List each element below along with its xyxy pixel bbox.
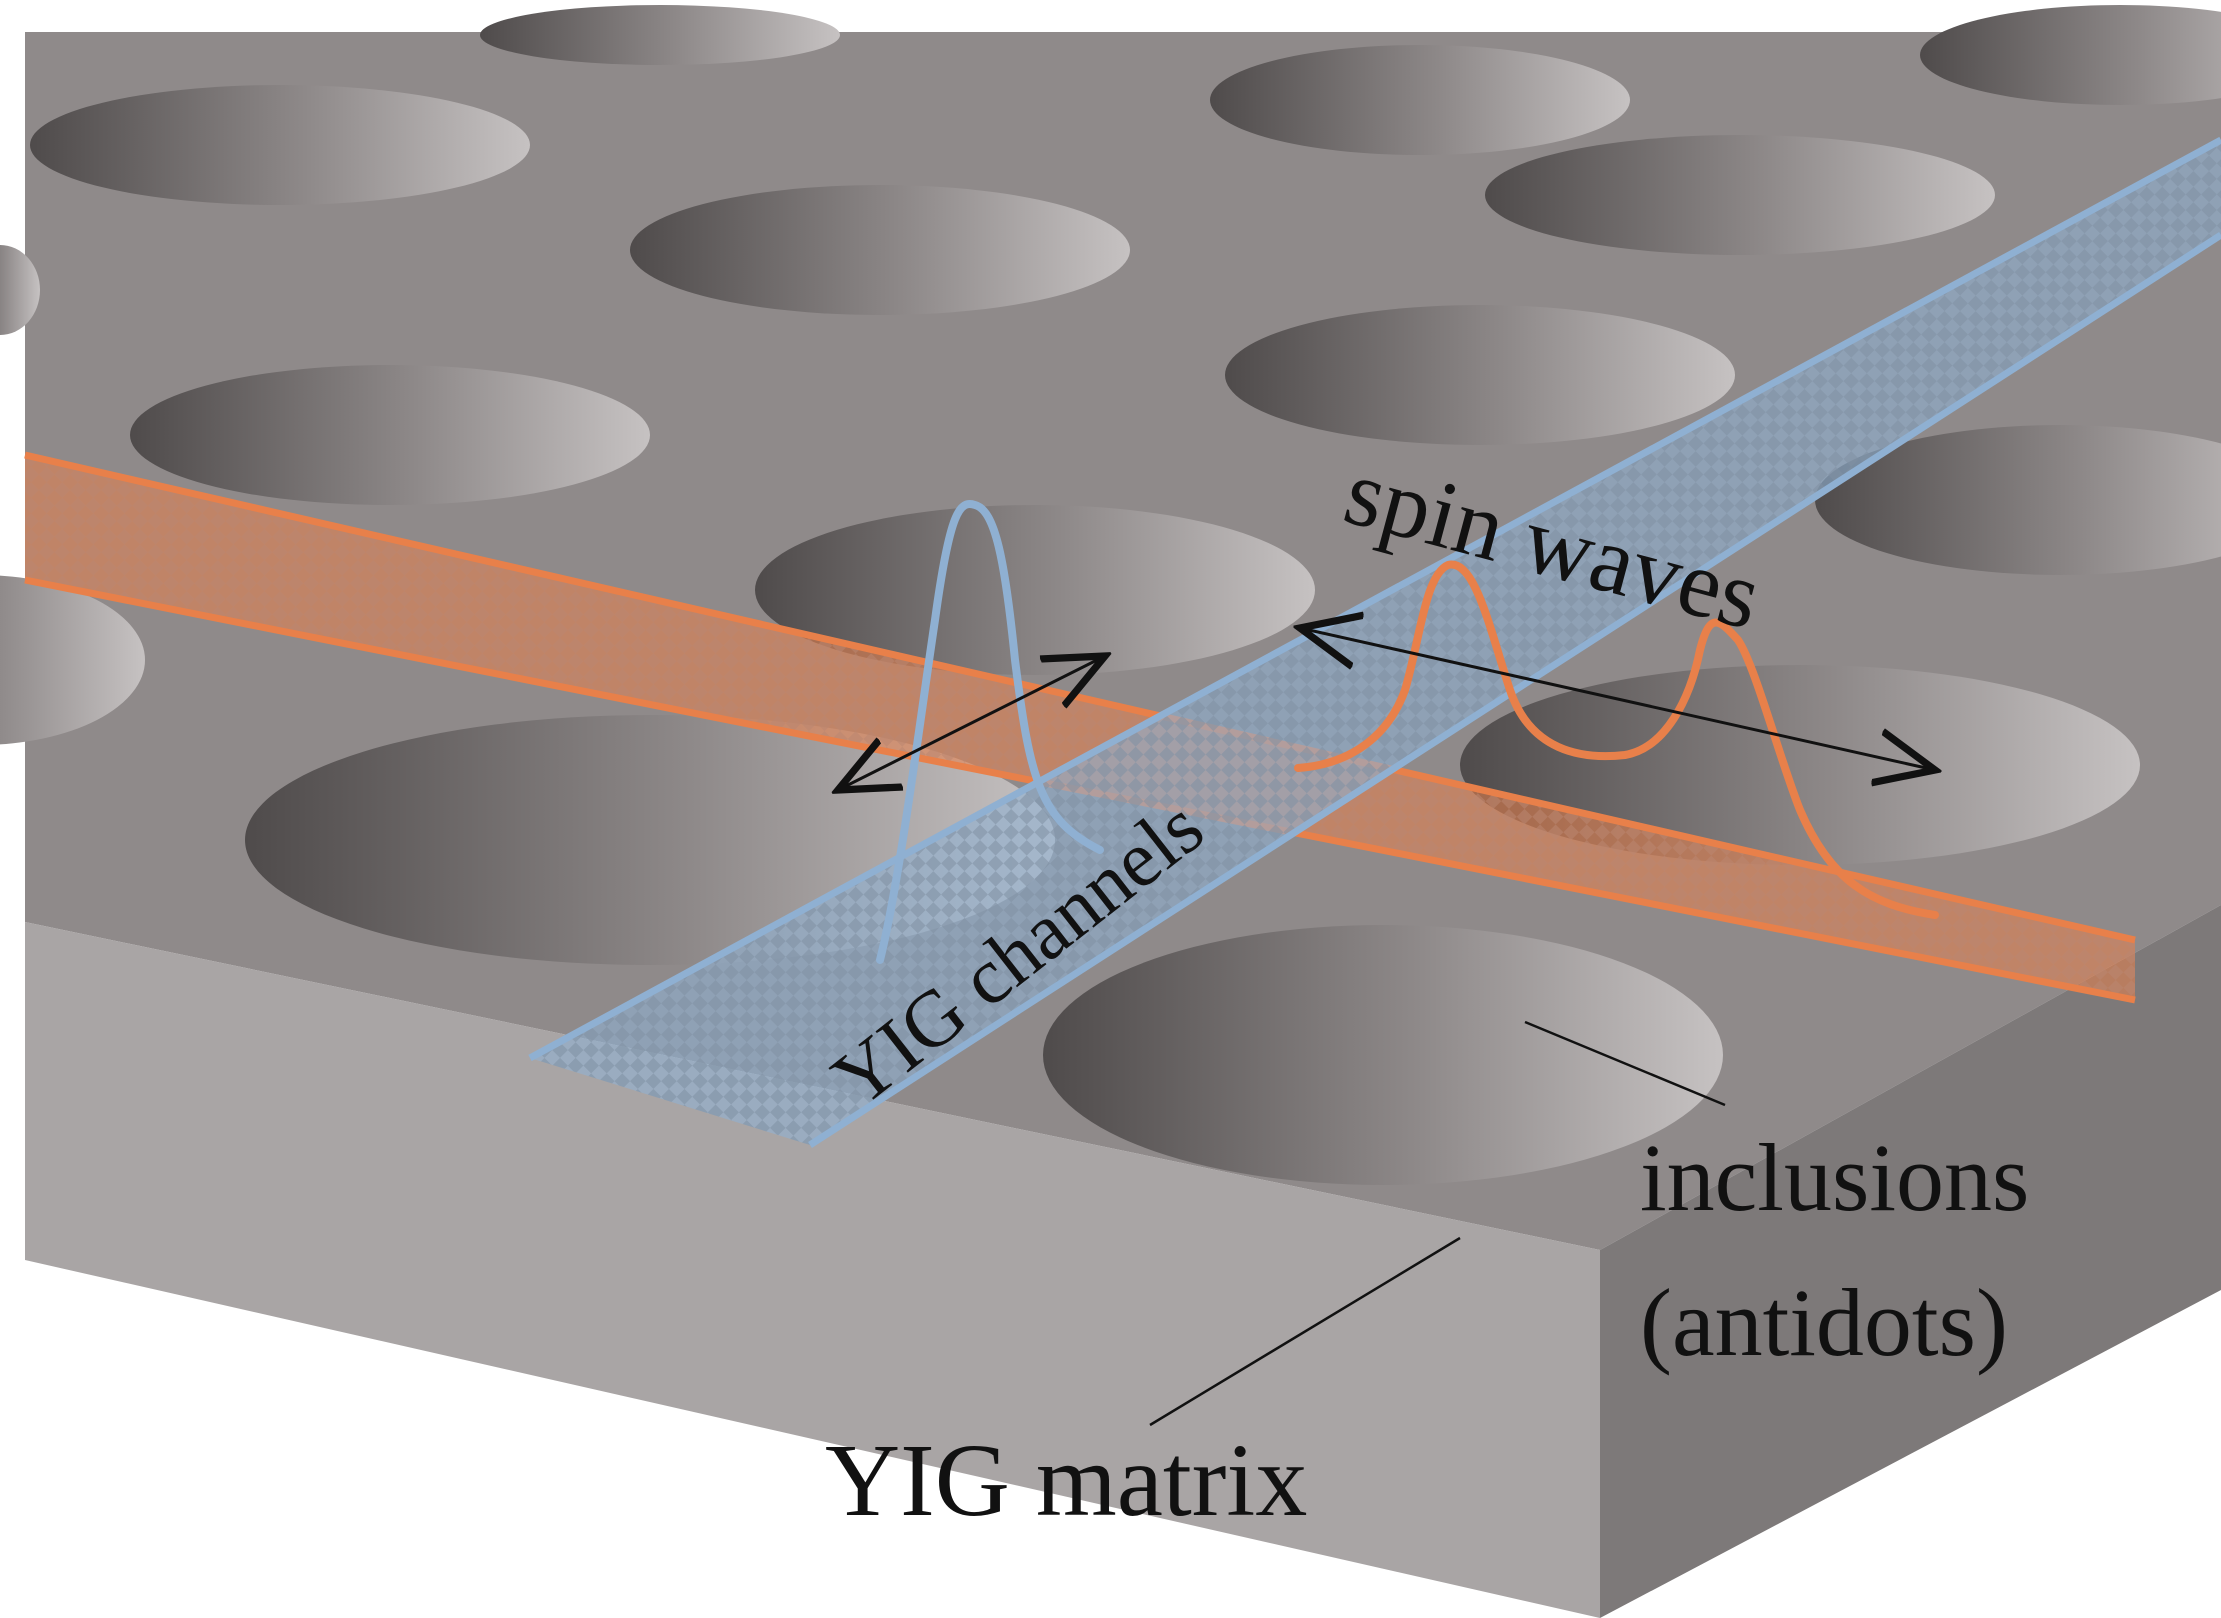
antidot-hole — [1815, 425, 2221, 575]
inclusions-leader-line — [1524, 1020, 1726, 1107]
blue-wave-direction-arrow — [838, 656, 1105, 790]
antidot-hole — [1043, 925, 1723, 1185]
antidot-hole — [30, 85, 530, 205]
antidot-hole — [755, 505, 1315, 675]
antidot-hole — [1920, 5, 2221, 105]
antidot-hole — [630, 185, 1130, 315]
antidot-hole — [1225, 305, 1735, 445]
antidot-hole — [1210, 45, 1630, 155]
antidot-hole — [0, 245, 40, 335]
slab-side-face — [1600, 905, 2221, 1618]
antidot-hole — [0, 575, 145, 745]
yig-matrix-leader-line — [1149, 1236, 1461, 1427]
antidot-hole — [1485, 135, 1995, 255]
antidots-label: (antidots) — [1640, 1269, 2008, 1376]
inclusions-label: inclusions — [1640, 1124, 2029, 1231]
antidot-hole — [480, 5, 840, 65]
antidot-hole — [130, 365, 650, 505]
yig-matrix-label: YIG matrix — [825, 1423, 1307, 1538]
slab-front-face — [25, 922, 1600, 1618]
orange-wave-direction-arrow — [1300, 628, 1935, 770]
